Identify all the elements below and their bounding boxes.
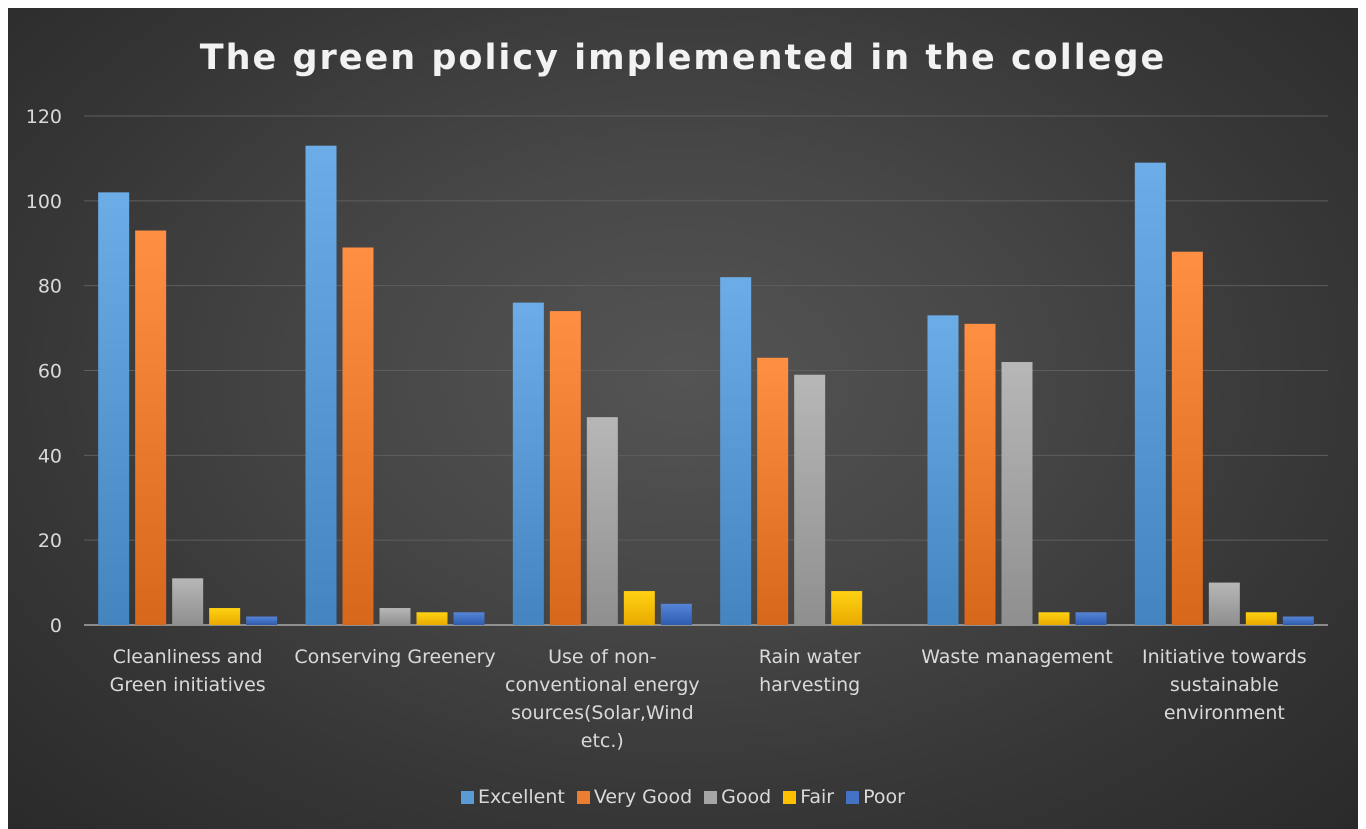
bar-excellent [1134, 162, 1166, 626]
x-tick-label: Cleanliness and Green initiatives [110, 646, 266, 696]
bar-very-good [135, 230, 167, 625]
bar-excellent [305, 145, 337, 626]
x-tick-label: Conserving Greenery [294, 646, 495, 668]
chart-frame: The green policy implemented in the coll… [8, 8, 1358, 829]
bar-excellent [720, 277, 752, 625]
bar-very-good [342, 247, 374, 625]
bar-fair [1038, 612, 1070, 625]
bar-good [172, 578, 204, 625]
bar-fair [831, 591, 863, 625]
bar-good [1208, 582, 1240, 625]
bar-excellent [512, 302, 544, 625]
bar-very-good [1171, 251, 1203, 625]
y-tick-label: 60 [38, 361, 62, 383]
y-tick-label: 40 [38, 445, 62, 467]
bar-good [586, 417, 618, 625]
x-tick-label: Initiative towards sustainable environment [1142, 646, 1307, 724]
legend-swatch [846, 790, 860, 804]
bar-poor [453, 612, 485, 625]
legend-item: Poor [846, 786, 905, 808]
y-tick-label: 0 [50, 615, 62, 637]
bar-poor [660, 603, 692, 625]
x-tick-label: Use of non-conventional energy sources(So… [505, 646, 700, 752]
bar-good [1001, 362, 1033, 625]
y-tick-label: 80 [38, 276, 62, 298]
bar-very-good [757, 357, 789, 625]
legend-label: Poor [863, 786, 905, 808]
legend-label: Excellent [478, 786, 565, 808]
bar-excellent [98, 192, 130, 625]
bar-very-good [964, 323, 996, 625]
chart-title: The green policy implemented in the coll… [199, 38, 1167, 78]
bar-poor [1075, 612, 1107, 625]
bar-fair [416, 612, 448, 625]
legend-swatch [783, 790, 797, 804]
y-tick-label: 120 [26, 106, 62, 128]
legend: Excellent Very Good Good Fair Poor [8, 786, 1358, 808]
legend-swatch [461, 790, 475, 804]
bar-good [794, 374, 826, 625]
x-tick-label: Rain water harvesting [759, 646, 861, 696]
bar-fair [1245, 612, 1277, 625]
bar-fair [623, 591, 655, 625]
legend-item: Good [704, 786, 771, 808]
x-tick-label: Waste management [921, 646, 1113, 668]
legend-swatch [704, 790, 718, 804]
legend-item: Very Good [576, 786, 693, 808]
bar-poor [1282, 616, 1314, 625]
bar-poor [246, 616, 278, 625]
y-tick-label: 20 [38, 530, 62, 552]
y-tick-label: 100 [26, 191, 62, 213]
bar-very-good [549, 311, 581, 625]
legend-label: Good [721, 786, 772, 808]
legend-label: Very Good [593, 786, 693, 808]
legend-item: Excellent [461, 786, 565, 808]
bar-fair [209, 608, 241, 625]
plot-area: 0 20 40 60 80 100 120 Cleanliness and Green init… [26, 106, 1328, 752]
legend-swatch [576, 790, 590, 804]
legend-label: Fair [800, 786, 835, 808]
bar-good [379, 608, 411, 625]
legend-item: Fair [783, 786, 834, 808]
bar-excellent [927, 315, 959, 625]
